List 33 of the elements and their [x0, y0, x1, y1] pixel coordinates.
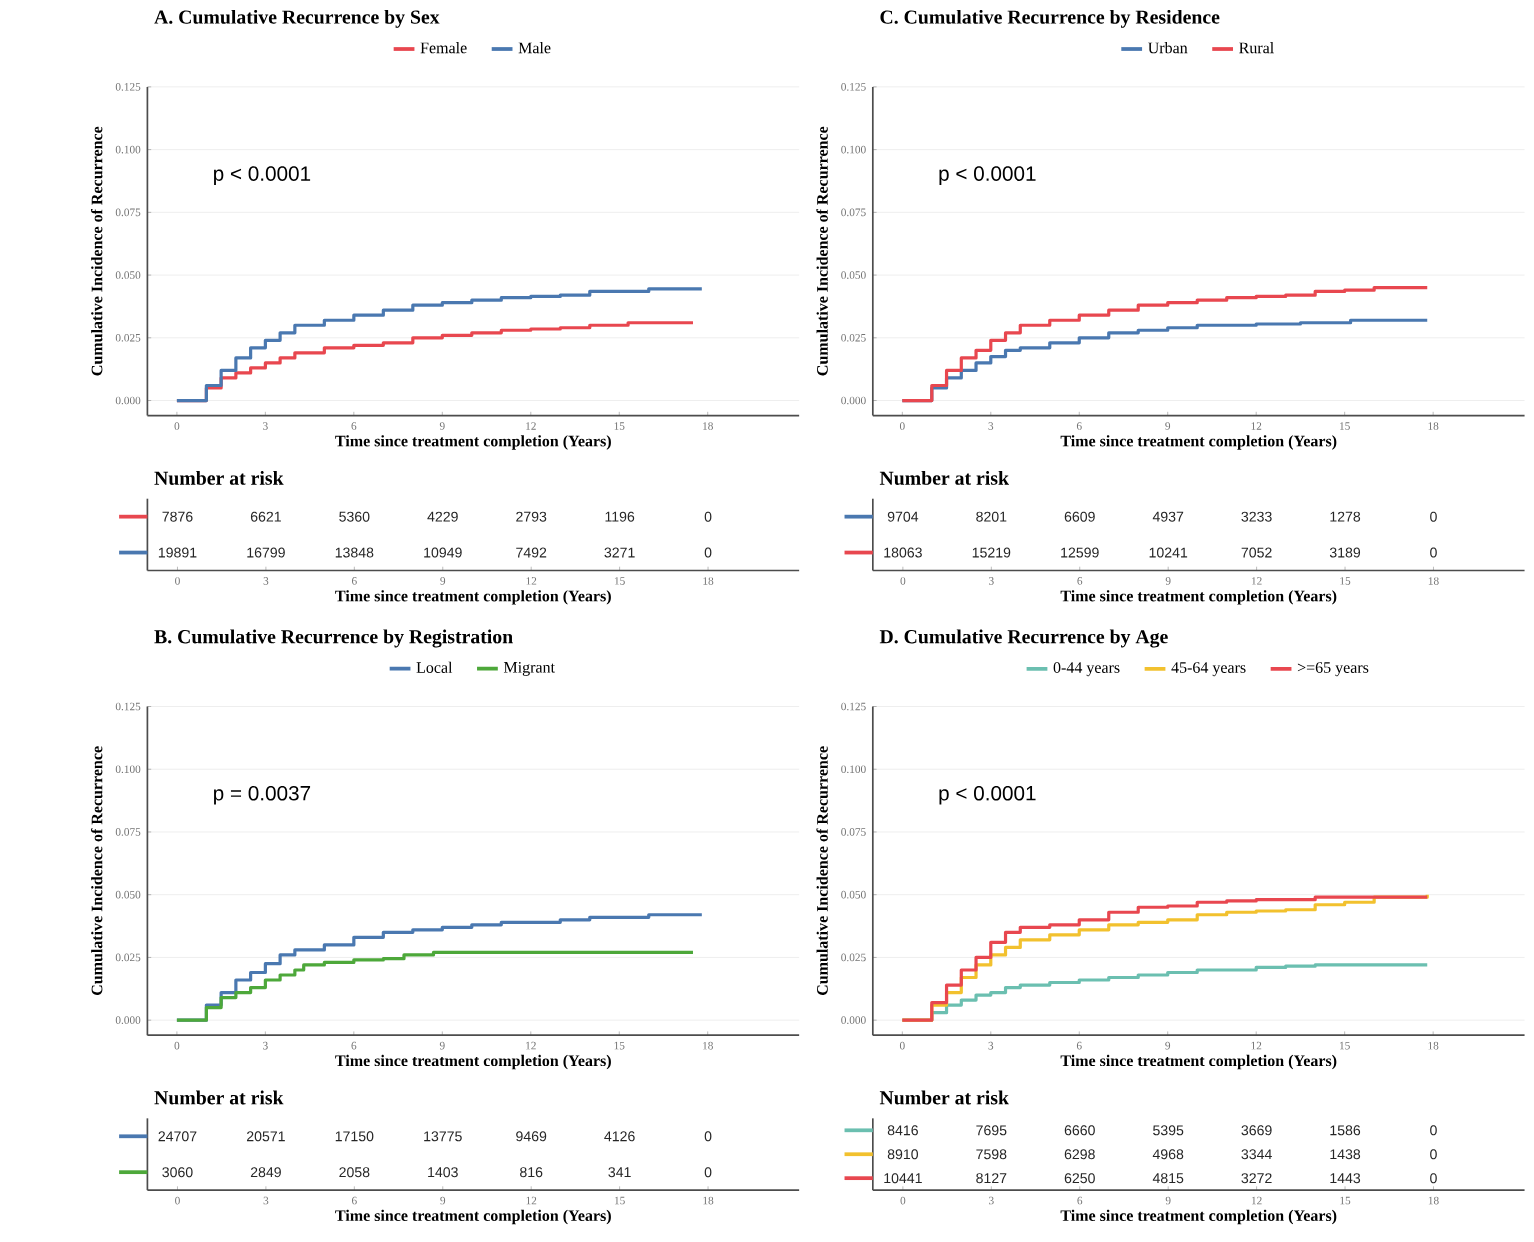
y-axis-title: Cumulative Incidence of Recurrence	[90, 746, 103, 996]
legend-label: Local	[416, 662, 453, 674]
legend-label: Urban	[1148, 42, 1188, 54]
x-axis-title: Time since treatment completion (Years)	[335, 1055, 611, 1070]
chart-title: B. Cumulative Recurrence by Registration	[154, 629, 513, 648]
legend-label: Rural	[1239, 42, 1274, 54]
chart-title: D. Cumulative Recurrence by Age	[879, 629, 1168, 648]
x-axis-title: Time since treatment completion (Years)	[335, 1210, 611, 1225]
annotation: p < 0.0001	[214, 166, 311, 186]
chart-title: Number at risk	[879, 1091, 1009, 1105]
y-axis-title: Cumulative Incidence of Recurrence	[816, 746, 828, 996]
legend-label: 0-44 years	[1053, 662, 1120, 677]
chart-title: A. Cumulative Recurrence by Sex	[154, 10, 440, 29]
chart-title: Number at risk	[154, 1091, 284, 1105]
x-axis-title: Time since treatment completion (Years)	[335, 590, 611, 606]
annotation: p = 0.0037	[214, 786, 311, 806]
legend-label: Female	[420, 42, 467, 54]
y-axis-title: Cumulative Incidence of Recurrence	[90, 127, 103, 376]
legend-label: 45-64 years	[1171, 662, 1246, 677]
chart-title: C. Cumulative Recurrence by Residence	[880, 10, 1220, 29]
legend-label: Male	[518, 42, 551, 54]
legend-label: Migrant	[503, 662, 555, 677]
x-axis-title: Time since treatment completion (Years)	[1060, 590, 1337, 606]
x-axis-title: Time since treatment completion (Years)	[335, 435, 611, 451]
annotation: p < 0.0001	[939, 786, 1036, 806]
chart-title: Number at risk	[879, 471, 1009, 486]
x-axis-title: Time since treatment completion (Years)	[1060, 1055, 1337, 1070]
chart-title: Number at risk	[154, 471, 284, 486]
y-axis-title: Cumulative Incidence of Recurrence	[816, 127, 828, 376]
legend-label: >=65 years	[1297, 662, 1369, 677]
x-axis-title: Time since treatment completion (Years)	[1060, 1210, 1337, 1225]
x-axis-title: Time since treatment completion (Years)	[1060, 435, 1337, 451]
annotation: p < 0.0001	[939, 166, 1036, 186]
